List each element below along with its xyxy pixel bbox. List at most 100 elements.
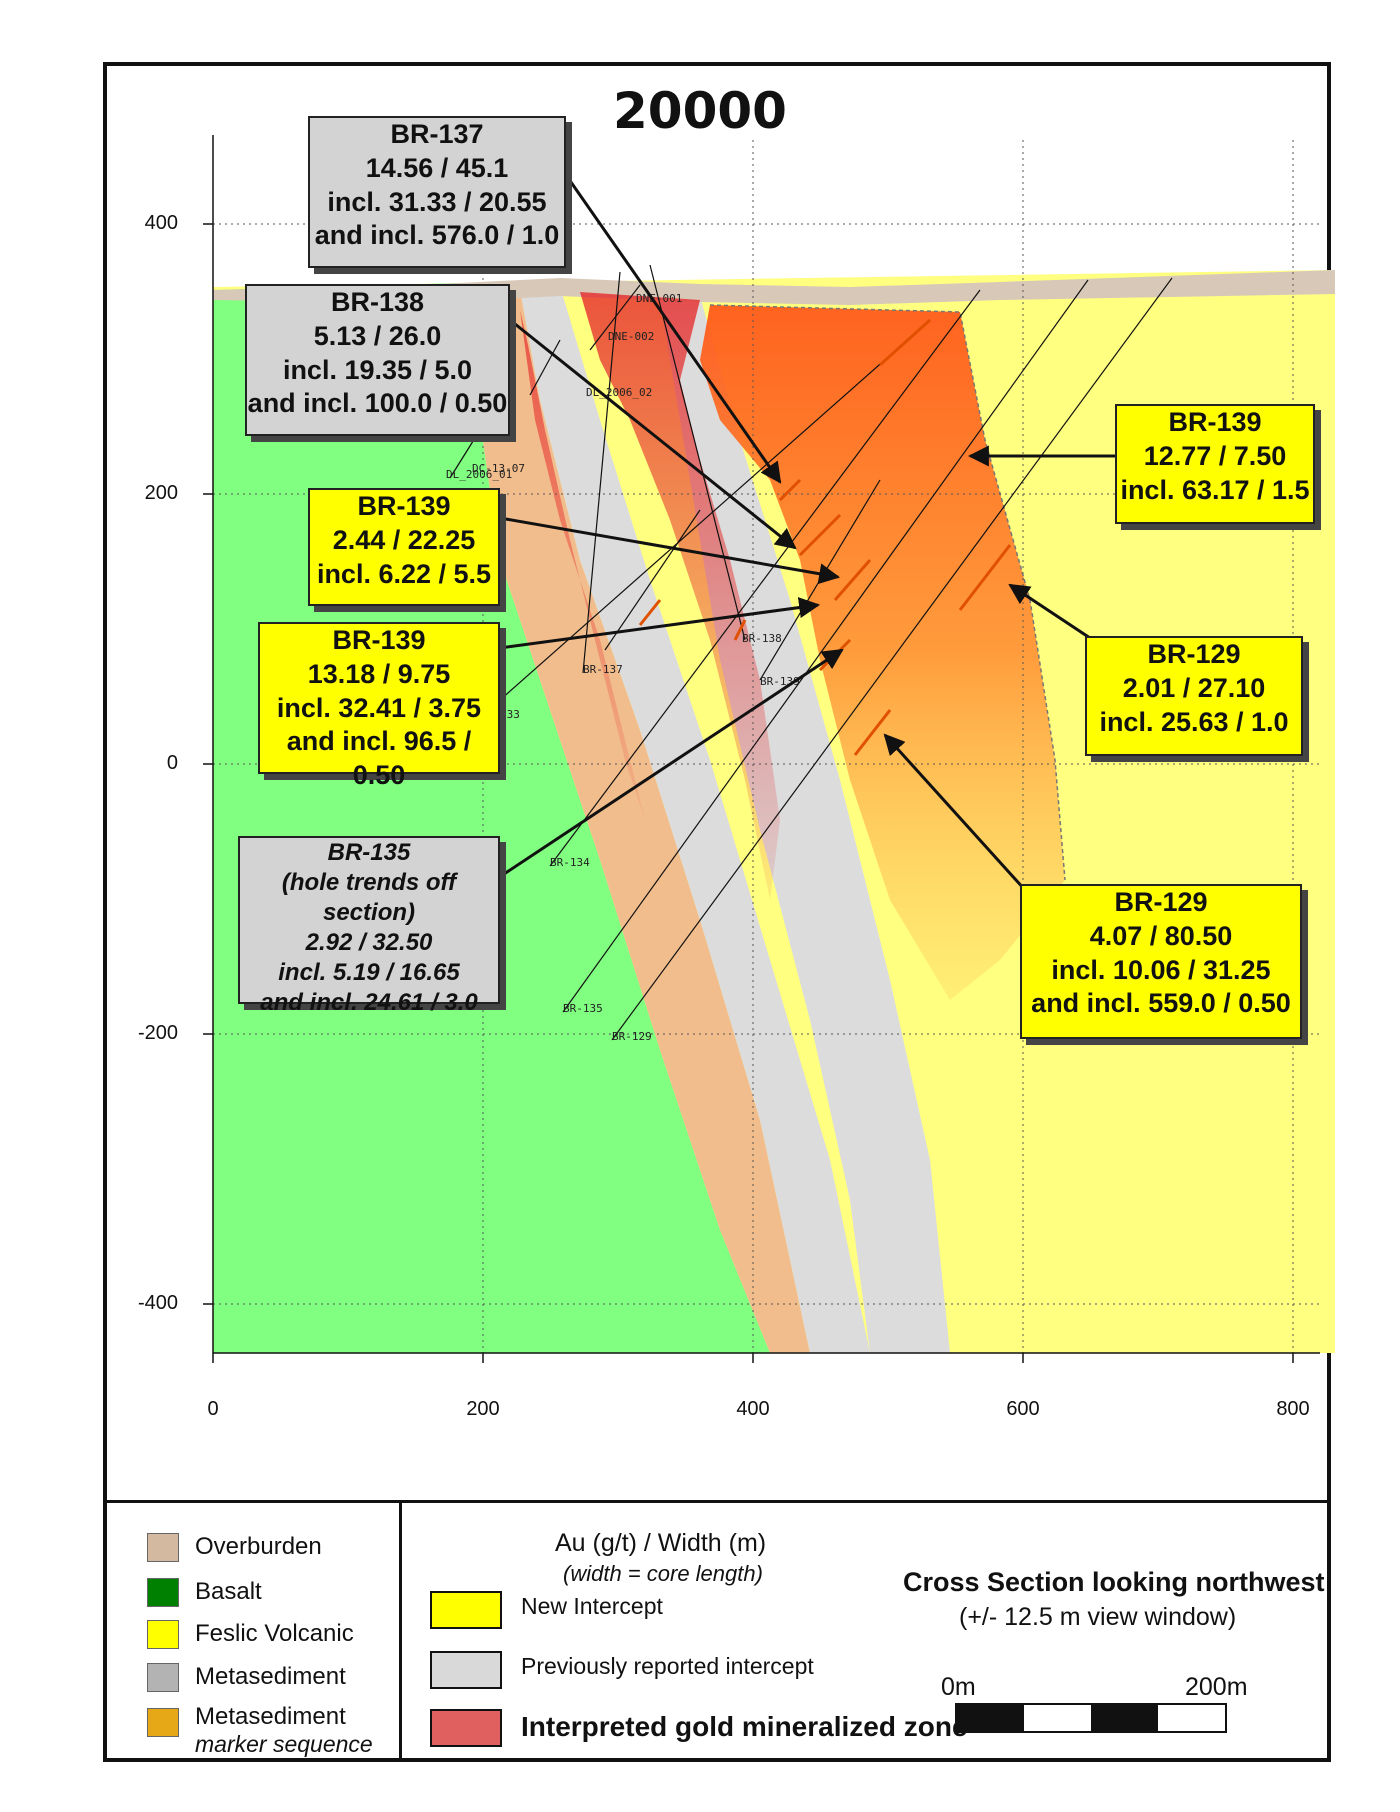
callout-line: and incl. 559.0 / 0.50 <box>1031 988 1291 1019</box>
x-tick: 400 <box>736 1398 770 1420</box>
callout-line: BR-139 <box>332 625 426 655</box>
hole-label: DC-13-07 <box>472 462 525 475</box>
drill-hole-a <box>499 319 931 701</box>
callout-line: BR-129 <box>1114 887 1208 917</box>
callout-line: 12.77 / 7.50 <box>1143 440 1287 471</box>
callout-br-138: BR-138 5.13 / 26.0 incl. 19.35 / 5.0 and… <box>245 284 510 436</box>
callout-line: and incl. 24.61 / 3.0 <box>260 989 478 1016</box>
key-label-zone: Interpreted gold mineralized zone <box>521 1711 968 1742</box>
scale-segment <box>957 1705 1024 1731</box>
metasediment-marker-band <box>470 290 810 1353</box>
x-tick: 600 <box>1006 1398 1040 1420</box>
callout-line: incl. 31.33 / 20.55 <box>327 186 547 217</box>
callout-br-137: BR-137 14.56 / 45.1 incl. 31.33 / 20.55 … <box>308 116 566 268</box>
callout-br-129-a: BR-129 2.01 / 27.10 incl. 25.63 / 1.0 <box>1085 636 1303 756</box>
callout-line: and incl. 96.5 / 0.50 <box>286 726 472 790</box>
hole-labels: DNE-001 DNE-002 DL_2006_02 DL_2006_01 DC… <box>446 292 800 1043</box>
callout-line: 13.18 / 9.75 <box>307 658 451 689</box>
callout-line: incl. 19.35 / 5.0 <box>282 354 473 385</box>
metasediment-band-1 <box>520 286 870 1353</box>
callout-line: BR-139 <box>1168 407 1262 437</box>
zone-outline <box>709 304 1066 881</box>
callout-line: BR-139 <box>357 491 451 521</box>
callout-line: 4.07 / 80.50 <box>1089 920 1233 951</box>
drill-hole-br-137 <box>582 271 621 674</box>
y-tick: 0 <box>166 752 178 774</box>
hole-label: 133 <box>500 708 520 721</box>
arrow-br-135 <box>494 648 844 882</box>
hole-label: DL_2006_01 <box>446 468 512 481</box>
callout-line: incl. 6.22 / 5.5 <box>316 558 492 589</box>
legend-label: Overburden <box>195 1533 322 1560</box>
hole-label: BR-138 <box>742 632 782 645</box>
callout-line: BR-135 <box>327 839 411 866</box>
arrow-br-129-b <box>883 733 1027 892</box>
x-tick: 200 <box>466 1398 500 1420</box>
callout-line: incl. 32.41 / 3.75 <box>276 692 482 723</box>
drill-hole-br-135 <box>562 279 1089 1013</box>
key-swatch-new <box>430 1591 502 1629</box>
callout-line: BR-137 <box>390 119 484 149</box>
callout-br-139-b: BR-139 13.18 / 9.75 incl. 32.41 / 3.75 a… <box>258 622 500 790</box>
callout-br-139-c: BR-139 12.77 / 7.50 incl. 63.17 / 1.5 <box>1115 404 1315 524</box>
hole-label: DNE-002 <box>608 330 654 343</box>
callout-br-129-b: BR-129 4.07 / 80.50 incl. 10.06 / 31.25 … <box>1020 884 1302 1039</box>
legend-swatch-metasediment <box>147 1663 179 1692</box>
key-label-previous: Previously reported intercept <box>521 1653 814 1679</box>
axes <box>203 135 1320 1363</box>
scale-end-label: 200m <box>1185 1673 1248 1701</box>
hole-label: DNE-001 <box>636 292 682 305</box>
callout-line: 2.01 / 27.10 <box>1122 672 1266 703</box>
callout-line: incl. 5.19 / 16.65 <box>278 959 460 986</box>
callout-line: 2.92 / 32.50 <box>305 929 433 956</box>
metasediment-band-2 <box>660 296 950 1353</box>
drill-hole-br-138 <box>649 264 746 641</box>
drill-hole-dl2 <box>529 339 561 396</box>
y-tick: 200 <box>144 482 178 504</box>
callout-line: BR-138 <box>330 287 425 317</box>
legend-swatch-felsic <box>147 1620 179 1649</box>
drill-hole-b <box>604 509 701 651</box>
legend-label: Feslic Volcanic <box>195 1620 354 1647</box>
scale-segment <box>1091 1705 1158 1731</box>
drill-hole-dne <box>589 284 641 351</box>
callout-line: incl. 63.17 / 1.5 <box>1120 474 1310 505</box>
x-tick: 800 <box>1276 1398 1310 1420</box>
y-tick: -200 <box>137 1022 178 1044</box>
arrow-br-139-b <box>499 597 821 650</box>
callout-line: and incl. 100.0 / 0.50 <box>247 388 508 419</box>
scale-start-label: 0m <box>941 1673 976 1701</box>
arrow-br-139-a <box>499 516 841 585</box>
hole-label: BR-135 <box>563 1002 603 1015</box>
callout-br-139-a: BR-139 2.44 / 22.25 incl. 6.22 / 5.5 <box>308 488 500 606</box>
orange-zone-main <box>700 305 1065 1000</box>
legend-swatch-marker <box>147 1708 179 1737</box>
callout-line: BR-129 <box>1147 639 1241 669</box>
callout-line: and incl. 576.0 / 1.0 <box>314 220 560 251</box>
legend-swatch-overburden <box>147 1533 179 1562</box>
key-label-new: New Intercept <box>521 1593 663 1619</box>
callout-br-135: BR-135 (hole trends off section) 2.92 / … <box>238 836 500 1016</box>
legend-label: Metasediment <box>195 1703 346 1730</box>
hole-label: BR-129 <box>612 1030 652 1043</box>
y-tick: 400 <box>144 212 178 234</box>
callout-line: (hole trends off section) <box>281 869 457 926</box>
view-subtitle: (+/- 12.5 m view window) <box>959 1603 1237 1631</box>
scale-bar <box>955 1703 1227 1733</box>
legend-divider <box>399 1503 402 1761</box>
key-swatch-previous <box>430 1651 502 1689</box>
section-title: 20000 <box>613 82 787 140</box>
callout-arrows <box>494 174 1115 892</box>
key-title: Au (g/t) / Width (m) <box>555 1529 767 1557</box>
legend-swatch-basalt <box>147 1578 179 1607</box>
legend-label: Basalt <box>195 1578 262 1605</box>
callout-line: 5.13 / 26.0 <box>313 320 442 351</box>
legend-label: Metasediment <box>195 1663 346 1690</box>
y-tick: -400 <box>137 1292 178 1314</box>
scale-segment <box>1158 1705 1225 1731</box>
key-subtitle: (width = core length) <box>563 1561 763 1586</box>
legend-sublabel: marker sequence <box>195 1731 373 1757</box>
arrow-br-129-a <box>1008 583 1091 640</box>
view-title: Cross Section looking northwest <box>903 1567 1325 1597</box>
